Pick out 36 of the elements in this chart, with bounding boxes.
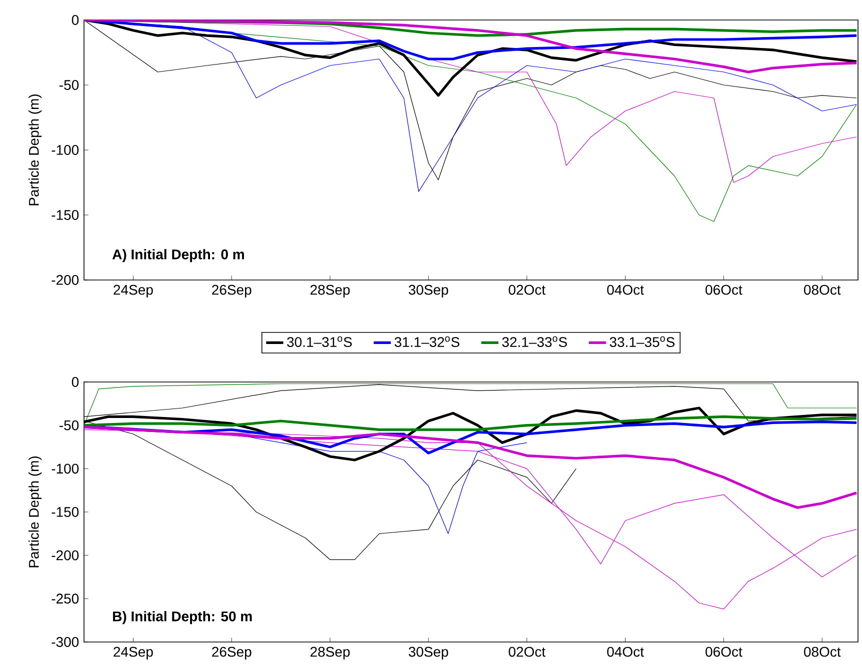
legend-label: 33.1–35$^{o}$S [610, 336, 674, 348]
x-tick-label: 30Sep [408, 284, 448, 298]
x-tick-label: 08Oct [804, 284, 841, 295]
y-tick-label: -150 [52, 210, 79, 220]
annotation: B) Initial Depth: 50 m [113, 611, 252, 624]
y-tick-label: -200 [52, 275, 79, 285]
x-tick-label: 24Sep [114, 646, 153, 660]
x-tick-label: 24Sep [114, 284, 153, 298]
x-tick-label: 08Oct [804, 646, 841, 657]
y-tick-label: -300 [52, 637, 79, 647]
x-tick-label: 26Sep [212, 284, 252, 298]
annotation: A) Initial Depth: 0 m [112, 249, 244, 262]
x-tick-label: 06Oct [706, 284, 742, 295]
x-tick-label: 28Sep [310, 284, 350, 298]
legend-label: 31.1–32$^{o}$S [394, 336, 460, 348]
x-tick-label: 04Oct [607, 646, 644, 657]
y-tick-label: -250 [52, 594, 79, 604]
y-tick-label: 0 [72, 377, 79, 387]
y-axis-title: Particle Depth (m) [28, 94, 42, 206]
x-tick-label: 30Sep [408, 646, 448, 660]
y-tick-label: -150 [52, 507, 79, 517]
x-tick-label: 02Oct [508, 646, 546, 657]
x-tick-label: 28Sep [310, 646, 350, 660]
y-tick-label: -50 [60, 420, 79, 430]
y-tick-label: -50 [60, 80, 79, 90]
y-tick-label: 0 [72, 15, 79, 25]
y-axis-title: Particle Depth (m) [28, 456, 42, 568]
x-tick-label: 06Oct [706, 646, 742, 657]
y-tick-label: -200 [52, 550, 79, 560]
legend-label: 32.1–33$^{o}$S [502, 336, 567, 348]
x-tick-label: 02Oct [508, 284, 546, 295]
x-tick-label: 04Oct [607, 284, 644, 295]
legend-label: 30.1–31$^{o}$S [287, 336, 352, 348]
y-tick-label: -100 [52, 145, 79, 155]
x-tick-label: 26Sep [212, 646, 252, 660]
y-tick-label: -100 [52, 464, 79, 474]
